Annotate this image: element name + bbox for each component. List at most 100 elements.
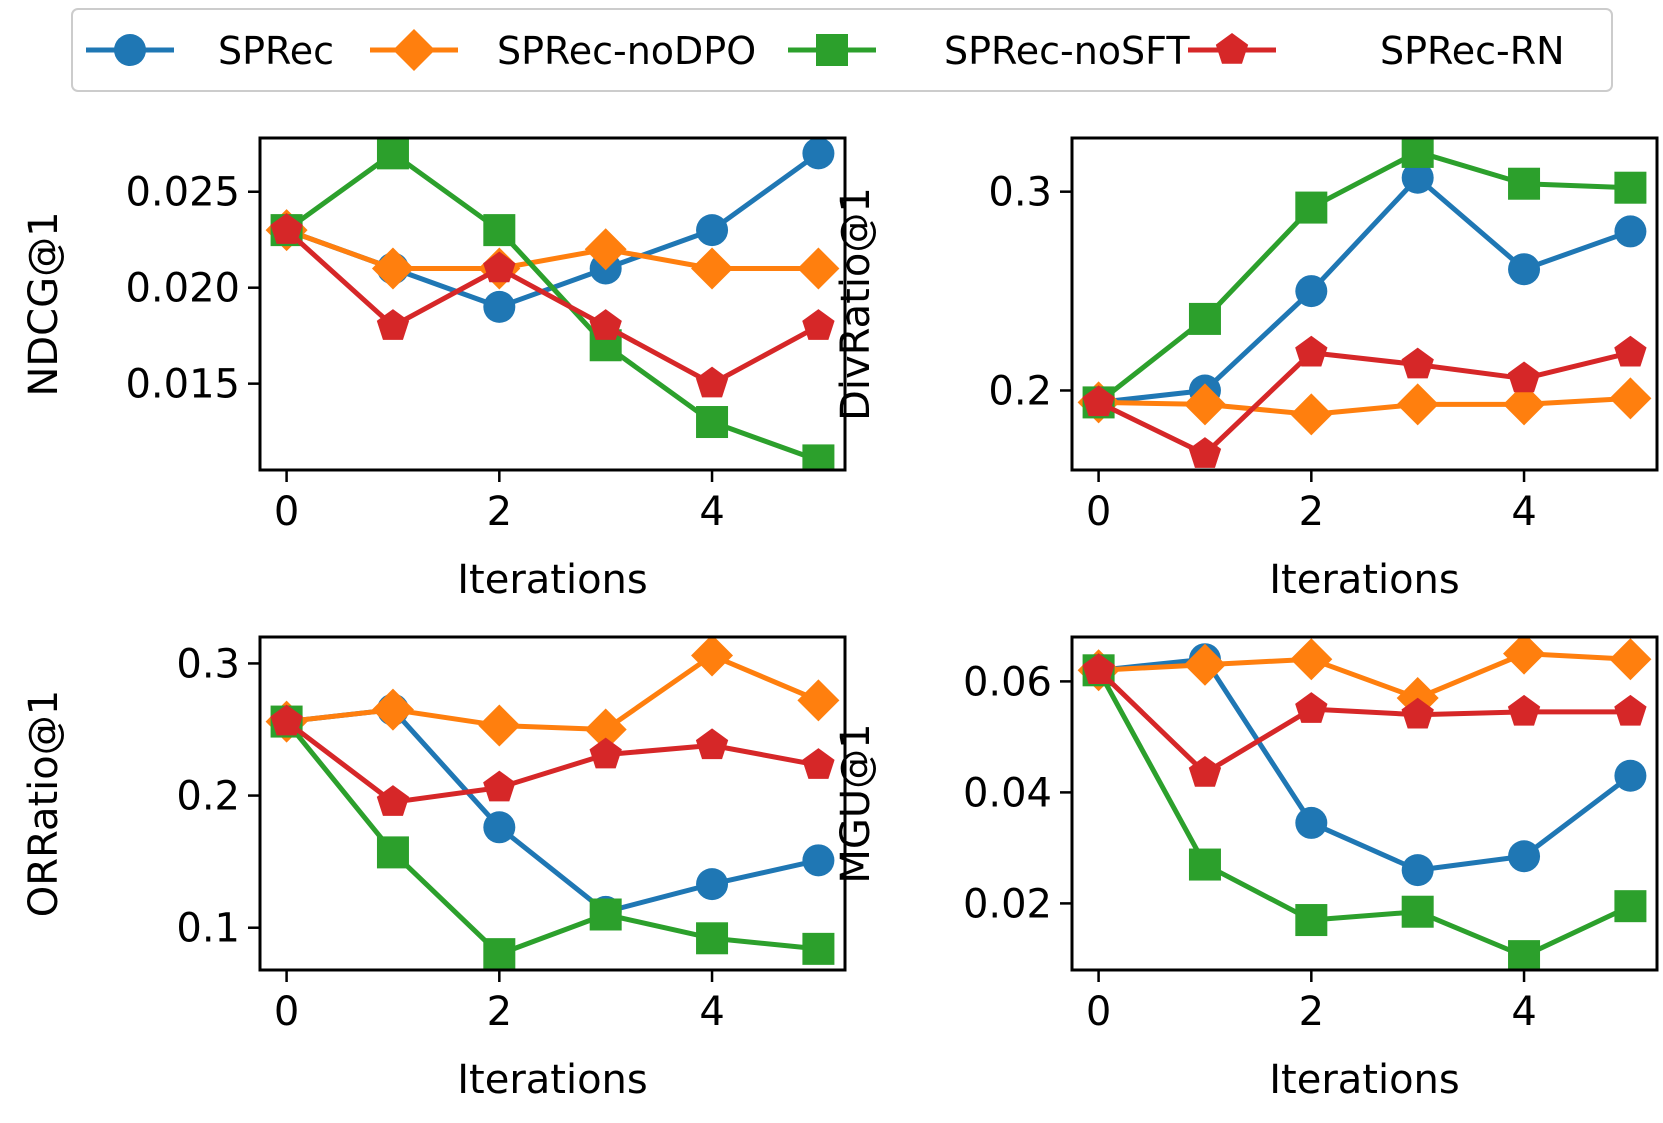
y-axis-label: NDCG@1: [21, 211, 67, 396]
x-tick-label: 4: [1511, 489, 1536, 535]
y-tick-label: 0.3: [176, 641, 240, 687]
data-point-sprec: [1614, 215, 1647, 248]
x-axis-label: Iterations: [457, 557, 648, 603]
series-line-sprec-rn: [284, 228, 820, 387]
data-point-sprec-rn: [695, 366, 729, 398]
series-sprec-nosft: [1082, 654, 1647, 970]
y-tick-label: 0.020: [125, 266, 240, 312]
legend-label: SPRec-RN: [1380, 29, 1565, 73]
series-sprec-nosft: [1082, 138, 1647, 419]
x-tick-label: 2: [1299, 989, 1324, 1035]
plot-area: [1077, 637, 1652, 970]
x-tick-label: 0: [1086, 989, 1111, 1035]
data-point-sprec: [1508, 253, 1541, 286]
data-point-sprec-rn: [270, 213, 303, 244]
data-point-sprec-nosft: [1401, 138, 1434, 168]
legend-marker: [114, 34, 146, 66]
data-point-sprec: [1295, 806, 1328, 839]
data-point-sprec-nosft: [1295, 904, 1328, 937]
y-axis-label: DivRatio@1: [833, 187, 879, 421]
data-point-sprec-nodpo: [584, 708, 627, 751]
series-line-sprec-rn: [1097, 350, 1632, 457]
data-point-sprec-nodpo: [1609, 377, 1652, 420]
x-tick-label: 0: [1086, 489, 1111, 535]
series-sprec-rn: [1082, 653, 1647, 787]
data-point-sprec-nodpo: [1290, 393, 1333, 436]
data-point-sprec-rn: [1401, 347, 1434, 379]
data-point-sprec-nodpo: [1503, 383, 1546, 426]
x-tick-label: 2: [487, 489, 512, 535]
data-point-sprec-rn: [1188, 437, 1222, 468]
data-point-sprec-nodpo: [371, 247, 414, 290]
data-point-sprec-nodpo: [797, 679, 840, 722]
y-tick-label: 0.2: [176, 774, 240, 820]
series-line-sprec-nosft: [284, 719, 819, 957]
data-point-sprec: [1614, 759, 1647, 792]
data-point-sprec-nodpo: [1609, 638, 1652, 681]
series-sprec-nodpo: [1077, 637, 1652, 720]
series-line-sprec-nodpo: [1098, 395, 1631, 417]
data-point-sprec-rn: [1188, 755, 1222, 787]
y-tick-label: 0.1: [176, 906, 240, 952]
data-point-sprec-nosft: [1508, 940, 1541, 970]
data-point-sprec-nosft: [1614, 890, 1647, 923]
y-tick-label: 0.3: [988, 170, 1052, 216]
data-point-sprec: [696, 868, 729, 901]
data-point-sprec-rn: [1082, 385, 1115, 417]
legend-label: SPRec: [218, 29, 334, 73]
series-line-sprec: [1098, 175, 1632, 405]
data-point-sprec-nosft: [376, 836, 409, 869]
data-point-sprec-nodpo: [1503, 637, 1546, 675]
data-point-sprec-rn: [1295, 692, 1328, 723]
y-tick-label: 0.06: [963, 659, 1052, 705]
series-line-sprec-rn: [285, 719, 819, 805]
series-line-sprec: [1098, 656, 1632, 873]
legend-label: SPRec-noDPO: [497, 29, 756, 73]
data-point-sprec-nodpo: [1183, 383, 1226, 426]
data-point-sprec-nosft: [696, 922, 729, 955]
data-point-sprec-nosft: [589, 898, 622, 931]
data-point-sprec: [1295, 275, 1328, 308]
data-point-sprec-rn: [270, 704, 303, 736]
legend-marker: [1215, 33, 1249, 64]
series-sprec: [1082, 161, 1647, 419]
subplot-orratio-at-1: 0 2 4 0.1 0.2 0.3 Iterations ORRatio@1: [21, 635, 847, 1103]
legend-entry: SPRec-noSFT: [788, 29, 1190, 73]
data-point-sprec-nosft: [1188, 302, 1221, 335]
x-tick-label: 4: [699, 989, 724, 1035]
plot-area: [265, 637, 840, 970]
data-point-sprec-nodpo: [584, 228, 627, 271]
data-point-sprec-rn: [802, 748, 835, 779]
data-point-sprec-rn: [1614, 335, 1647, 367]
x-tick-label: 2: [487, 989, 512, 1035]
series-sprec-nodpo: [265, 209, 840, 290]
data-point-sprec-nosft: [802, 932, 835, 965]
data-point-sprec-rn: [695, 728, 729, 760]
data-point-sprec-rn: [589, 737, 622, 769]
series-line-sprec: [286, 707, 819, 915]
data-point-sprec-rn: [376, 309, 410, 340]
x-tick-label: 0: [274, 989, 299, 1035]
subplot-mgu-at-1: 0 2 4 0.02 0.04 0.06 Iterations MGU@1: [833, 635, 1659, 1103]
data-point-sprec-rn: [1507, 361, 1541, 393]
x-tick-label: 2: [1299, 489, 1324, 535]
data-point-sprec: [802, 844, 835, 877]
data-point-sprec-nosft: [802, 444, 835, 470]
data-point-sprec-nosft: [376, 138, 409, 170]
data-point-sprec: [483, 290, 516, 323]
series-line-sprec-nosft: [285, 150, 820, 463]
data-point-sprec-rn: [1295, 335, 1328, 367]
legend-marker: [816, 34, 848, 66]
data-point-sprec-rn: [1507, 694, 1541, 726]
data-point-sprec-rn: [483, 770, 516, 802]
data-point-sprec: [1508, 840, 1541, 873]
subplot-divratio-at-1: 0 2 4 0.2 0.3 Iterations DivRatio@1: [833, 136, 1659, 603]
series-line-sprec-nodpo: [285, 227, 819, 271]
y-tick-label: 0.2: [988, 368, 1052, 414]
axes-frame: [1070, 635, 1659, 972]
x-axis-label: Iterations: [1269, 557, 1460, 603]
data-point-sprec-rn: [589, 309, 622, 340]
series-sprec-nosft: [270, 138, 835, 470]
data-point-sprec: [1401, 161, 1434, 194]
